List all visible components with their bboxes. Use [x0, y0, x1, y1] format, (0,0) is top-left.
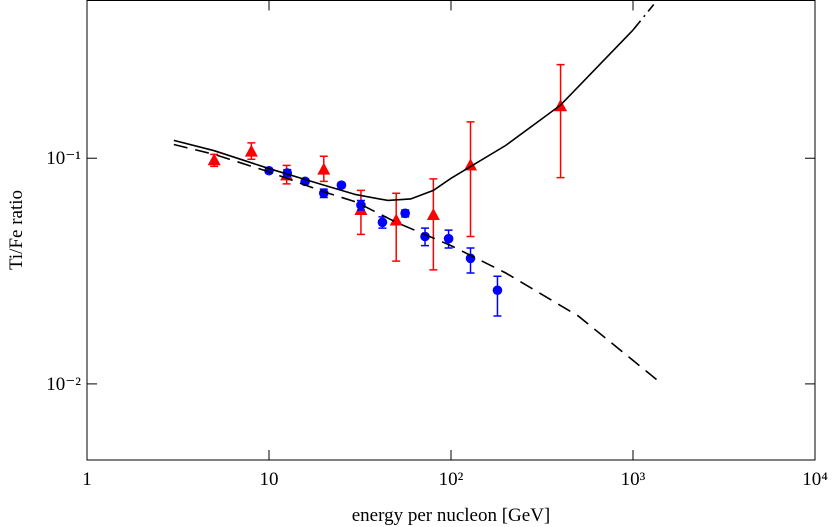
error-bar — [392, 192, 401, 262]
x-tick-label: 10³ — [621, 469, 646, 490]
x-tick-label: 10² — [439, 469, 464, 490]
triangle-marker — [207, 153, 221, 166]
circle-marker — [492, 285, 503, 296]
curve — [632, 3, 655, 31]
curve — [173, 29, 634, 202]
triangle-marker — [389, 213, 403, 226]
error-bar — [556, 63, 565, 179]
circle-marker — [356, 200, 366, 210]
error-bar — [429, 178, 438, 271]
y-tick-label: 10⁻¹ — [46, 148, 81, 169]
x-tick-label: 10 — [260, 469, 279, 490]
circle-marker — [336, 180, 347, 190]
error-bar — [466, 121, 475, 238]
circle-marker — [443, 233, 454, 244]
triangle-marker — [426, 208, 440, 221]
triangle-marker — [317, 162, 331, 175]
curve — [173, 143, 661, 383]
x-tick-label: 1 — [82, 469, 92, 490]
y-axis-label: Ti/Fe ratio — [6, 190, 27, 270]
error-bar — [493, 275, 502, 317]
y-tick-label: 10⁻² — [46, 374, 81, 395]
triangle-marker — [464, 158, 478, 171]
triangle-marker — [244, 144, 258, 157]
circle-marker — [377, 217, 388, 228]
x-tick-label: 10⁴ — [802, 469, 828, 490]
circle-marker — [400, 208, 410, 219]
x-axis-label: energy per nucleon [GeV] — [352, 505, 551, 526]
